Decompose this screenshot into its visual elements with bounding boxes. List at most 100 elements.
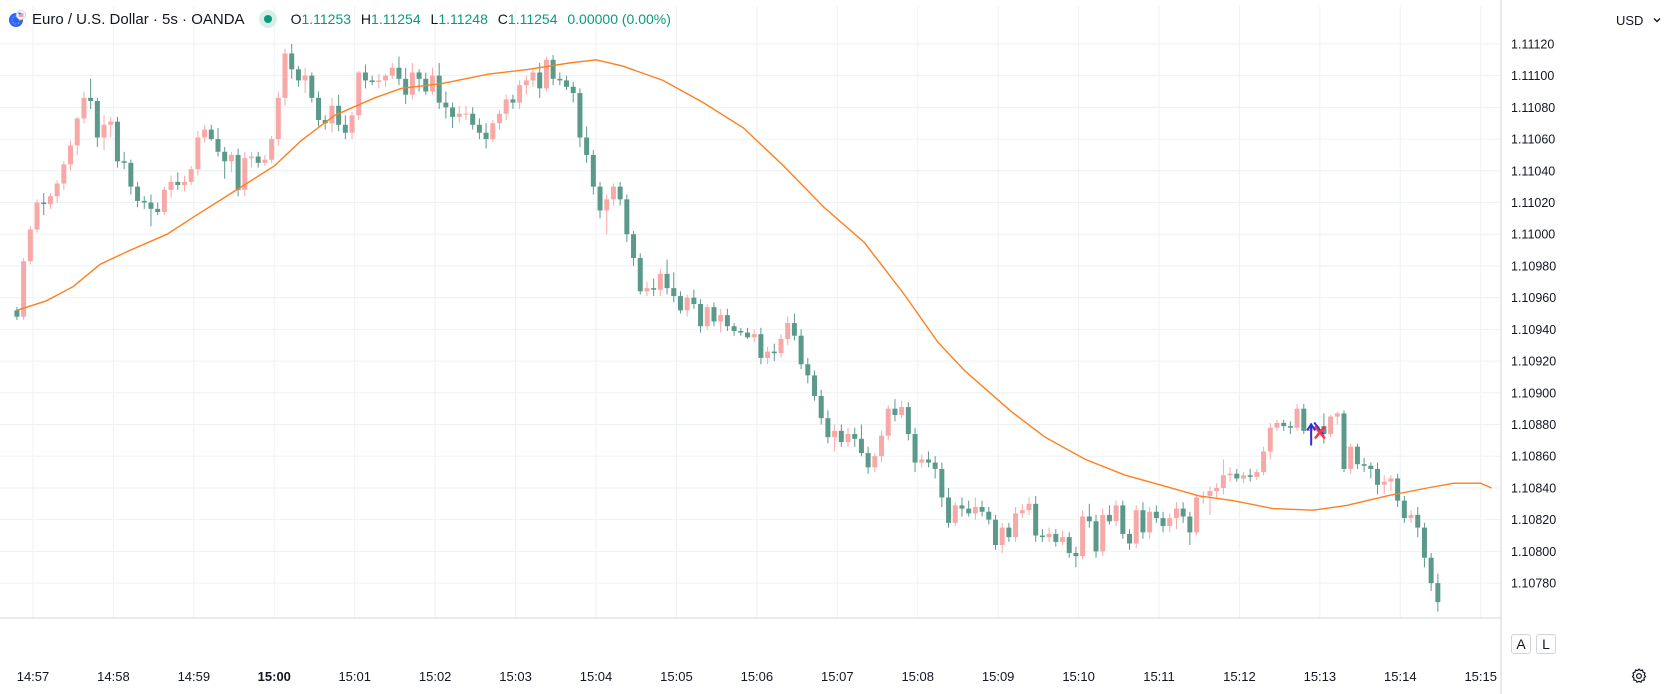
candle[interactable] (731, 323, 737, 336)
candle[interactable] (577, 88, 583, 148)
candle[interactable] (818, 389, 824, 425)
candle[interactable] (1046, 527, 1052, 542)
candle[interactable] (543, 56, 549, 92)
candle[interactable] (389, 62, 395, 79)
candle[interactable] (356, 70, 362, 121)
candle[interactable] (383, 74, 389, 87)
candle[interactable] (999, 522, 1005, 553)
candle[interactable] (1328, 415, 1334, 438)
candle[interactable] (738, 327, 744, 336)
candle[interactable] (490, 120, 496, 143)
candle[interactable] (1066, 532, 1072, 558)
candle[interactable] (470, 107, 476, 130)
candle[interactable] (986, 506, 992, 525)
candle[interactable] (1173, 502, 1179, 530)
candle[interactable] (1200, 491, 1206, 504)
candle[interactable] (537, 62, 543, 98)
candle[interactable] (1261, 446, 1267, 476)
candle[interactable] (610, 183, 616, 206)
candle[interactable] (1368, 462, 1374, 479)
candle[interactable] (838, 424, 844, 447)
candle[interactable] (429, 67, 435, 95)
symbol-flag-icon[interactable] (8, 10, 26, 28)
candle[interactable] (1214, 483, 1220, 498)
candle[interactable] (1120, 500, 1126, 539)
candle[interactable] (1301, 403, 1307, 435)
candle[interactable] (208, 124, 214, 141)
candle[interactable] (664, 259, 670, 295)
candle[interactable] (651, 278, 657, 297)
candle[interactable] (1147, 506, 1153, 539)
candle[interactable] (872, 453, 878, 473)
candle[interactable] (148, 194, 154, 227)
candle[interactable] (564, 75, 570, 90)
candle[interactable] (275, 91, 281, 146)
candle[interactable] (128, 159, 134, 195)
auto-scale-button[interactable]: A (1511, 634, 1531, 654)
candle[interactable] (691, 289, 697, 309)
candle[interactable] (550, 55, 556, 86)
candle[interactable] (262, 154, 268, 167)
candle[interactable] (41, 192, 47, 216)
candle[interactable] (316, 91, 322, 127)
candle[interactable] (309, 72, 315, 103)
candle[interactable] (1019, 503, 1025, 519)
candle[interactable] (657, 269, 663, 297)
candle[interactable] (684, 294, 690, 317)
candle[interactable] (812, 370, 818, 401)
candle[interactable] (1080, 510, 1086, 560)
candle[interactable] (1401, 495, 1407, 523)
candle[interactable] (369, 75, 375, 86)
candle[interactable] (1267, 422, 1273, 460)
candle[interactable] (114, 116, 120, 168)
candle[interactable] (54, 180, 60, 203)
candle[interactable] (604, 194, 610, 235)
candle[interactable] (249, 151, 255, 168)
candle[interactable] (74, 116, 80, 155)
candle[interactable] (1348, 443, 1354, 474)
candle[interactable] (188, 166, 194, 186)
candle[interactable] (396, 56, 402, 86)
candle[interactable] (758, 327, 764, 365)
candle[interactable] (899, 400, 905, 419)
candle[interactable] (403, 67, 409, 105)
candle[interactable] (436, 62, 442, 109)
candle[interactable] (349, 112, 355, 140)
candle[interactable] (215, 127, 221, 157)
candle[interactable] (724, 308, 730, 331)
candle[interactable] (1428, 552, 1434, 592)
candle[interactable] (503, 94, 509, 121)
candle[interactable] (289, 43, 295, 79)
candle[interactable] (771, 343, 777, 362)
candle[interactable] (329, 97, 335, 133)
candle[interactable] (141, 196, 147, 209)
candle[interactable] (155, 202, 161, 216)
candle[interactable] (711, 302, 717, 327)
candle[interactable] (765, 346, 771, 365)
candle[interactable] (222, 147, 228, 179)
candle[interactable] (88, 78, 94, 109)
candle[interactable] (1060, 530, 1066, 546)
candle[interactable] (1026, 497, 1032, 515)
candle[interactable] (925, 451, 931, 468)
candle[interactable] (631, 231, 637, 266)
candle[interactable] (885, 405, 891, 441)
candle[interactable] (108, 116, 114, 138)
candle[interactable] (135, 181, 141, 208)
candle[interactable] (905, 402, 911, 441)
candle[interactable] (1113, 500, 1119, 527)
candle[interactable] (496, 110, 502, 130)
candle[interactable] (751, 329, 757, 343)
candle[interactable] (1341, 410, 1347, 473)
candle[interactable] (1247, 468, 1253, 482)
candle[interactable] (744, 327, 750, 339)
candle[interactable] (1220, 459, 1226, 495)
candle[interactable] (168, 175, 174, 198)
candle[interactable] (34, 199, 40, 233)
candle[interactable] (1240, 472, 1246, 484)
candle[interactable] (825, 410, 831, 444)
candle[interactable] (704, 304, 710, 330)
candle[interactable] (68, 140, 74, 171)
candle[interactable] (1180, 502, 1186, 523)
